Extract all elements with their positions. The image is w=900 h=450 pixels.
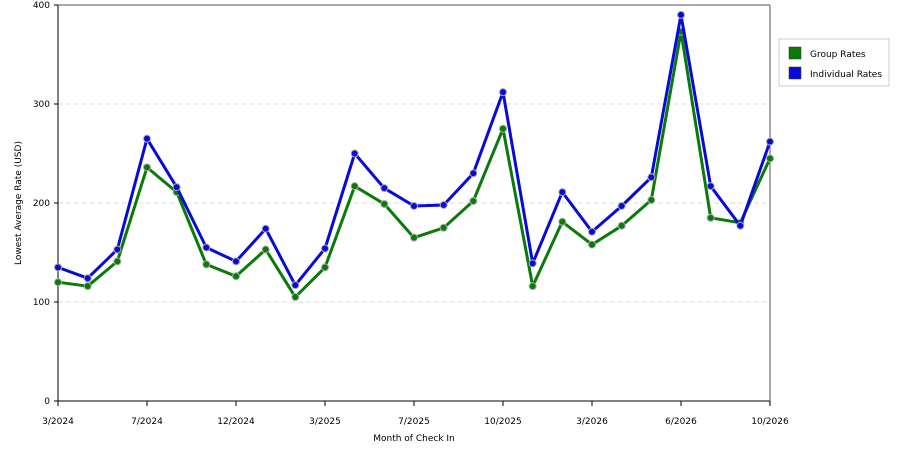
x-tick-label: 6/2026 [665, 417, 697, 427]
data-point-group-rates [291, 293, 300, 302]
y-tick-label: 400 [33, 1, 50, 11]
data-point-individual-rates [410, 201, 418, 210]
x-tick-label: 7/2024 [131, 417, 163, 427]
data-point-individual-rates [261, 224, 270, 233]
data-point-individual-rates [558, 188, 567, 197]
data-point-individual-rates [736, 221, 745, 230]
data-point-individual-rates [617, 201, 626, 210]
y-tick-label: 0 [44, 397, 50, 407]
data-point-group-rates [54, 278, 62, 287]
x-tick-label: 3/2026 [576, 417, 608, 427]
data-point-group-rates [350, 182, 359, 191]
data-point-individual-rates [113, 245, 122, 254]
y-tick-label: 300 [33, 100, 50, 110]
data-point-group-rates [469, 197, 478, 206]
data-point-group-rates [528, 282, 537, 291]
data-point-group-rates [706, 213, 715, 222]
x-tick-labels: 3/2024 7/2024 12/2024 3/2025 7/2025 10/2025 3/… [42, 417, 789, 427]
data-point-individual-rates [528, 259, 537, 268]
legend-label-group-rates: Group Rates [810, 50, 866, 60]
data-point-group-rates [380, 199, 389, 208]
legend-swatch-group-rates [788, 46, 802, 60]
x-tick-label: 3/2025 [309, 417, 341, 427]
data-point-individual-rates [232, 257, 240, 266]
x-tick-label: 7/2025 [398, 417, 430, 427]
data-point-group-rates [499, 124, 507, 133]
data-point-group-rates [766, 154, 774, 163]
data-point-individual-rates [469, 169, 478, 178]
y-tick-labels: 0 100 200 300 400 [33, 1, 50, 407]
data-point-group-rates [202, 260, 211, 269]
axes [54, 4, 771, 406]
data-point-individual-rates [677, 10, 685, 19]
x-tick-label: 3/2024 [42, 417, 74, 427]
x-tick-label: 10/2025 [484, 417, 521, 427]
data-point-individual-rates [54, 263, 62, 272]
data-point-group-rates [232, 272, 240, 281]
x-tick-label: 12/2024 [217, 417, 255, 427]
data-point-individual-rates [647, 173, 656, 182]
data-point-individual-rates [172, 183, 181, 192]
data-point-group-rates [647, 196, 656, 205]
y-tick-label: 100 [33, 298, 50, 308]
data-point-individual-rates [143, 134, 151, 143]
data-point-individual-rates [766, 137, 774, 146]
data-point-group-rates [113, 257, 122, 266]
data-point-group-rates [588, 240, 596, 249]
data-point-individual-rates [321, 244, 329, 253]
x-tick-label: 10/2026 [751, 417, 789, 427]
data-point-group-rates [321, 263, 329, 272]
data-point-individual-rates [380, 184, 389, 193]
data-point-group-rates [410, 233, 418, 242]
data-point-individual-rates [439, 200, 448, 209]
data-point-group-rates [261, 245, 270, 254]
series-line-individual-rates [57, 13, 772, 287]
data-point-group-rates [558, 217, 567, 226]
legend-swatch-individual-rates [788, 66, 802, 80]
data-point-individual-rates [83, 274, 92, 283]
legend-label-individual-rates: Individual Rates [810, 70, 882, 80]
data-point-group-rates [617, 221, 626, 230]
data-point-individual-rates [291, 281, 300, 290]
x-axis-title: Month of Check In [373, 434, 455, 444]
series-lines [54, 10, 774, 302]
data-point-group-rates [143, 163, 151, 172]
y-axis-title: Lowest Average Rate (USD) [14, 141, 24, 265]
data-point-individual-rates [706, 182, 715, 191]
data-point-individual-rates [499, 88, 507, 97]
data-point-individual-rates [202, 243, 211, 252]
legend: Group Rates Individual Rates [778, 38, 890, 87]
data-point-group-rates [439, 223, 448, 232]
data-point-individual-rates [588, 227, 596, 236]
data-point-group-rates [83, 282, 92, 291]
y-tick-label: 200 [33, 199, 50, 209]
data-point-individual-rates [350, 149, 359, 158]
series-line-group-rates [57, 30, 772, 299]
